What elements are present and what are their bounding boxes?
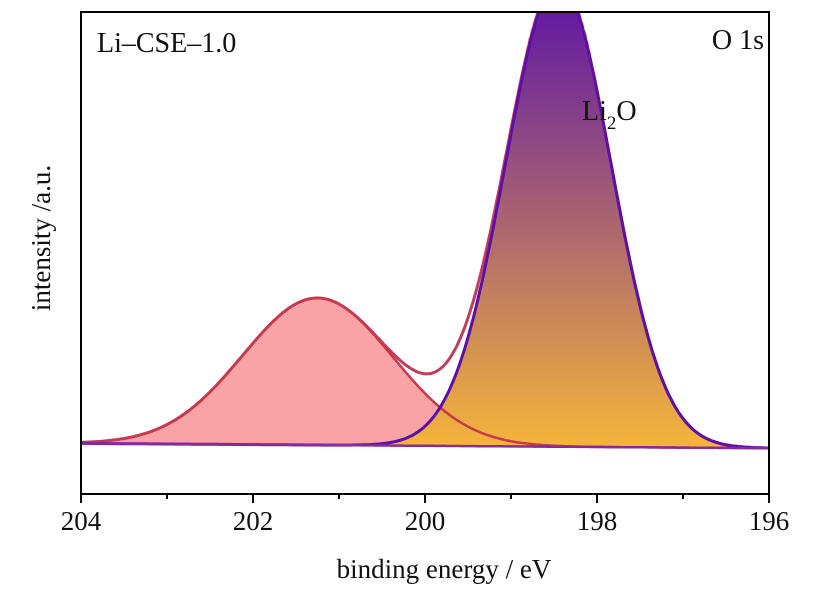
component-peak-li2o-line xyxy=(81,12,769,450)
x-axis-ticks xyxy=(80,494,770,503)
fit-envelope-line xyxy=(81,12,769,450)
region-label: O 1s xyxy=(712,25,764,56)
x-tick-label: 200 xyxy=(405,506,446,536)
raw-data-line xyxy=(81,12,769,449)
component-peak-li2o-area xyxy=(81,12,769,449)
sample-label: Li–CSE–1.0 xyxy=(97,28,236,59)
background-baseline-line xyxy=(81,442,769,450)
y-axis-label: intensity /a.u. xyxy=(26,165,56,311)
x-tick-label: 204 xyxy=(61,506,102,536)
component-peak-201-area xyxy=(81,298,769,449)
peak-label-li2o: Li2O xyxy=(582,96,637,134)
x-axis-label: binding energy / eV xyxy=(337,554,552,584)
x-axis-tick-labels: 204 202 200 198 196 xyxy=(61,506,790,536)
x-tick-label: 202 xyxy=(233,506,274,536)
x-tick-label: 198 xyxy=(577,506,618,536)
x-tick-label: 196 xyxy=(749,506,790,536)
